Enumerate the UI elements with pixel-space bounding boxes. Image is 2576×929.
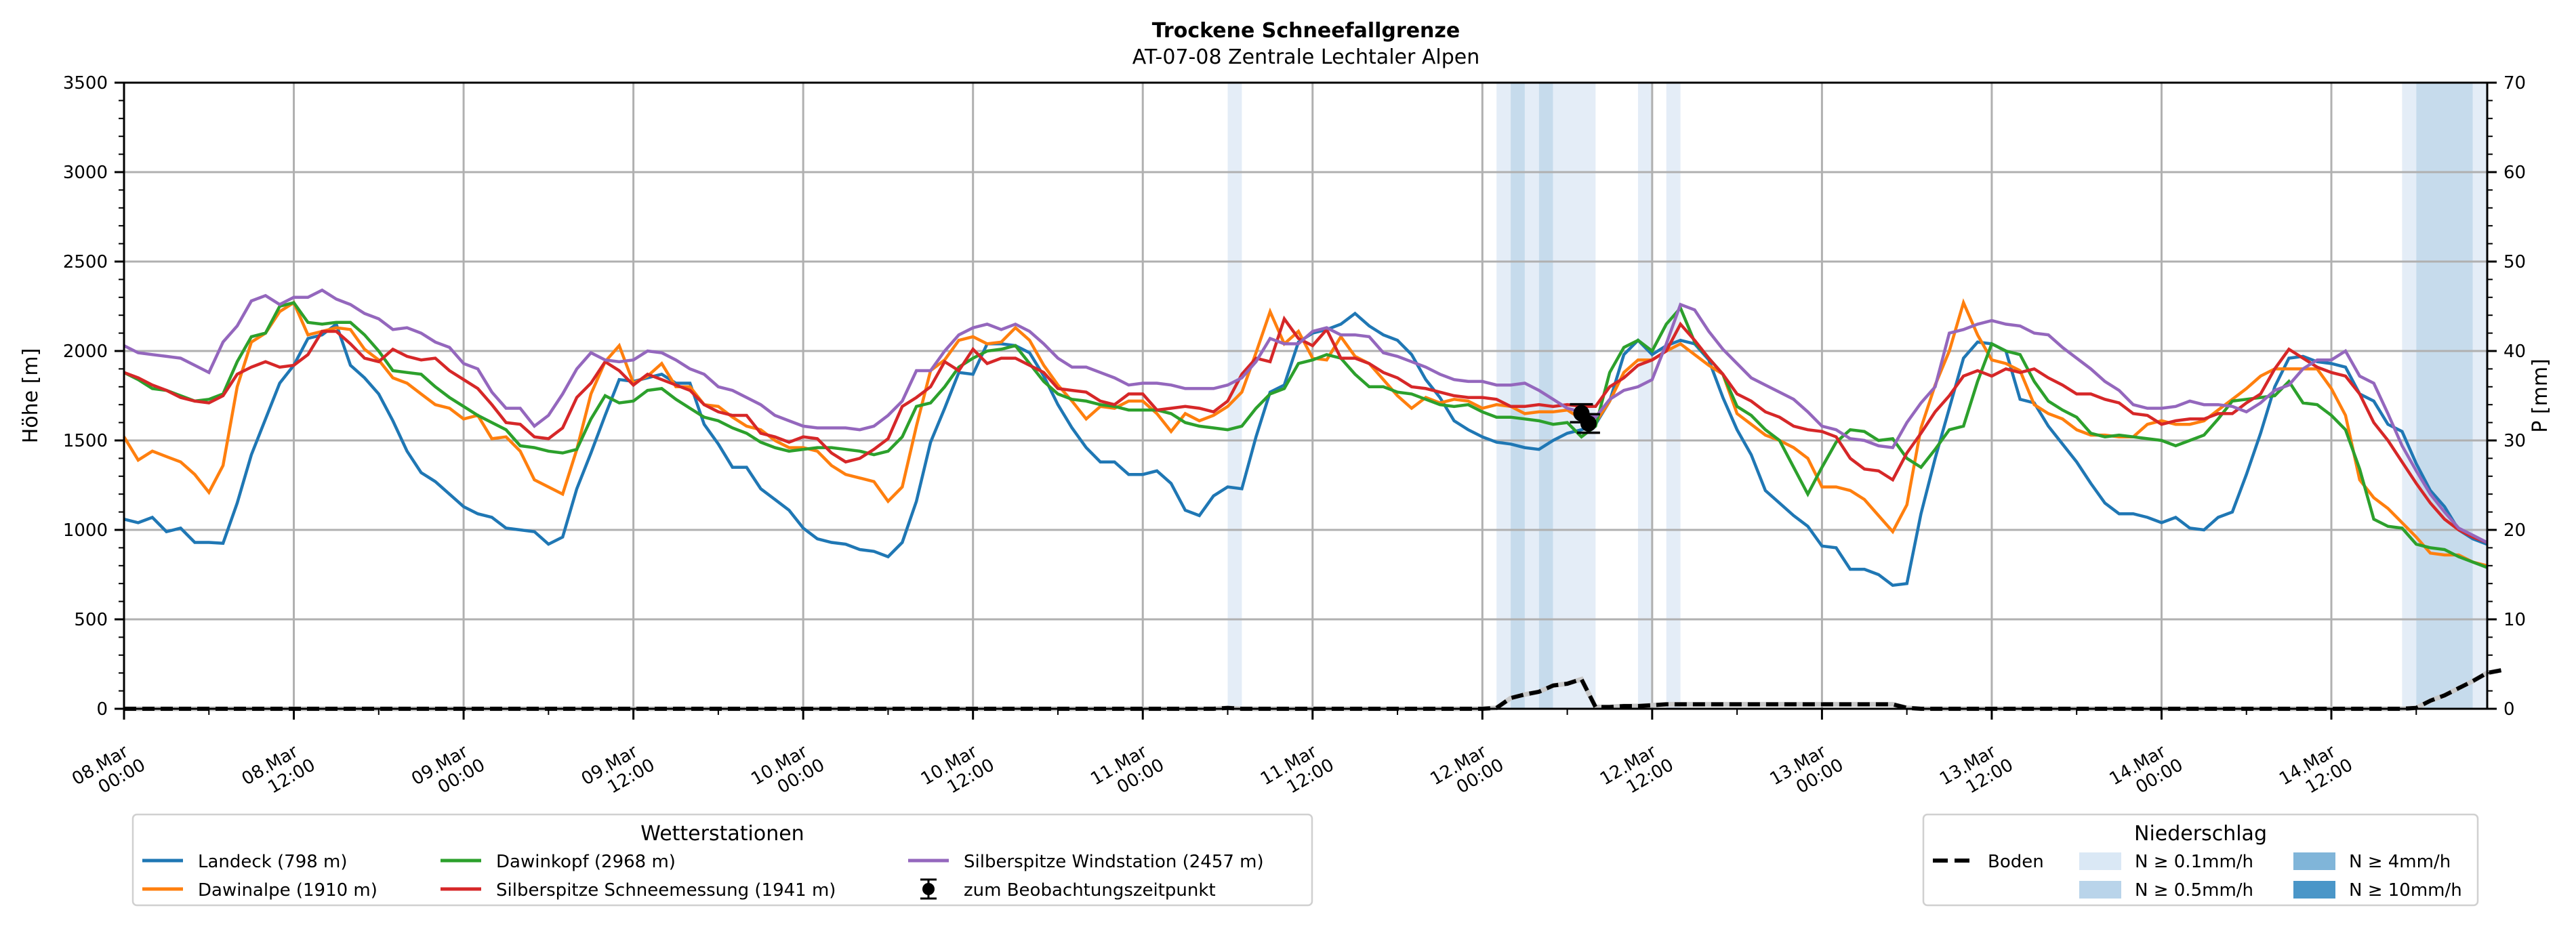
y2-axis-label: P [mm] (2529, 358, 2552, 432)
precip-band (1637, 83, 1652, 709)
y2-tick-label: 70 (2503, 73, 2526, 94)
y2-tick-label: 0 (2503, 699, 2515, 720)
y2-tick-label: 20 (2503, 520, 2526, 541)
legend-precipitation-title: Niederschlag (2134, 822, 2267, 846)
precip-band (1666, 83, 1681, 709)
y2-tick-label: 30 (2503, 431, 2526, 451)
precip-band (2472, 83, 2487, 709)
legend-label: Boden (1988, 852, 2044, 872)
legend-stations: Wetterstationen Landeck (798 m) Dawinalpe… (131, 813, 1313, 907)
precip-band (1227, 83, 1242, 709)
y2-tick-label: 40 (2503, 342, 2526, 362)
chart-subtitle: AT-07-08 Zentrale Lechtaler Alpen (1132, 45, 1479, 69)
legend-band-swatch (2079, 852, 2121, 870)
legend-band-swatch (2293, 852, 2335, 870)
precip-band (2416, 83, 2473, 709)
plot-frame (123, 81, 2489, 710)
chart-title: Trockene Schneefallgrenze (1152, 19, 1460, 43)
legend-label: N ≥ 0.1mm/h (2135, 852, 2253, 872)
legend-band-swatch (2079, 881, 2121, 899)
observation-markers (1570, 402, 1600, 434)
y-tick-label: 0 (96, 699, 108, 720)
legend-precipitation: Niederschlag Boden N ≥ 0.1mm/h N ≥ 0.5mm/h… (1922, 813, 2479, 907)
y-tick-label: 1000 (63, 520, 108, 541)
precip-band (1553, 83, 1596, 709)
legend-stations-title: Wetterstationen (640, 822, 804, 846)
y2-tick-label: 60 (2503, 163, 2526, 183)
legend-label: Landeck (798 m) (198, 852, 348, 872)
y-tick-label: 2000 (63, 342, 108, 362)
y2-tick-label: 10 (2503, 610, 2526, 630)
legend-label: N ≥ 0.5mm/h (2135, 880, 2253, 901)
legend-stations-frame (131, 813, 1313, 907)
y2-tick-label: 50 (2503, 252, 2526, 272)
grid-lines (124, 83, 2487, 709)
precip-band (1511, 83, 1525, 709)
observation-point (1580, 415, 1597, 432)
legend-label: N ≥ 4mm/h (2349, 852, 2451, 872)
y-tick-label: 1500 (63, 431, 108, 451)
legend-label: Dawinkopf (2968 m) (496, 852, 676, 872)
y-axis-label: Höhe [m] (19, 348, 43, 444)
precip-band (1524, 83, 1539, 709)
legend-precipitation-frame (1922, 813, 2479, 907)
series-line-4 (123, 288, 2488, 544)
y-tick-label: 2500 (63, 252, 108, 272)
legend-label: Silberspitze Schneemessung (1941 m) (496, 880, 836, 901)
legend-label: N ≥ 10mm/h (2349, 880, 2462, 901)
y-tick-label: 3000 (63, 163, 108, 183)
legend-label: Silberspitze Windstation (2457 m) (964, 852, 1264, 872)
legend-band-swatch (2293, 881, 2335, 899)
legend-obs-point (922, 883, 935, 895)
y-tick-label: 3500 (63, 73, 108, 94)
series-line-3 (123, 315, 2488, 544)
y-axis-left: 0 500 1000 1500 2000 2500 3000 3500 (63, 73, 124, 720)
legend-label: Dawinalpe (1910 m) (198, 880, 377, 901)
precip-band (2402, 83, 2417, 709)
legend-label: zum Beobachtungszeitpunkt (964, 880, 1216, 901)
series-line-2 (123, 301, 2488, 569)
precip-band (1496, 83, 1511, 709)
precipitation-bands (1227, 83, 2487, 709)
series-line-0 (123, 311, 2488, 587)
station-series (123, 288, 2488, 587)
y-tick-label: 500 (74, 610, 108, 630)
y-axis-right: 0 10 20 30 40 50 60 70 (2487, 73, 2526, 720)
